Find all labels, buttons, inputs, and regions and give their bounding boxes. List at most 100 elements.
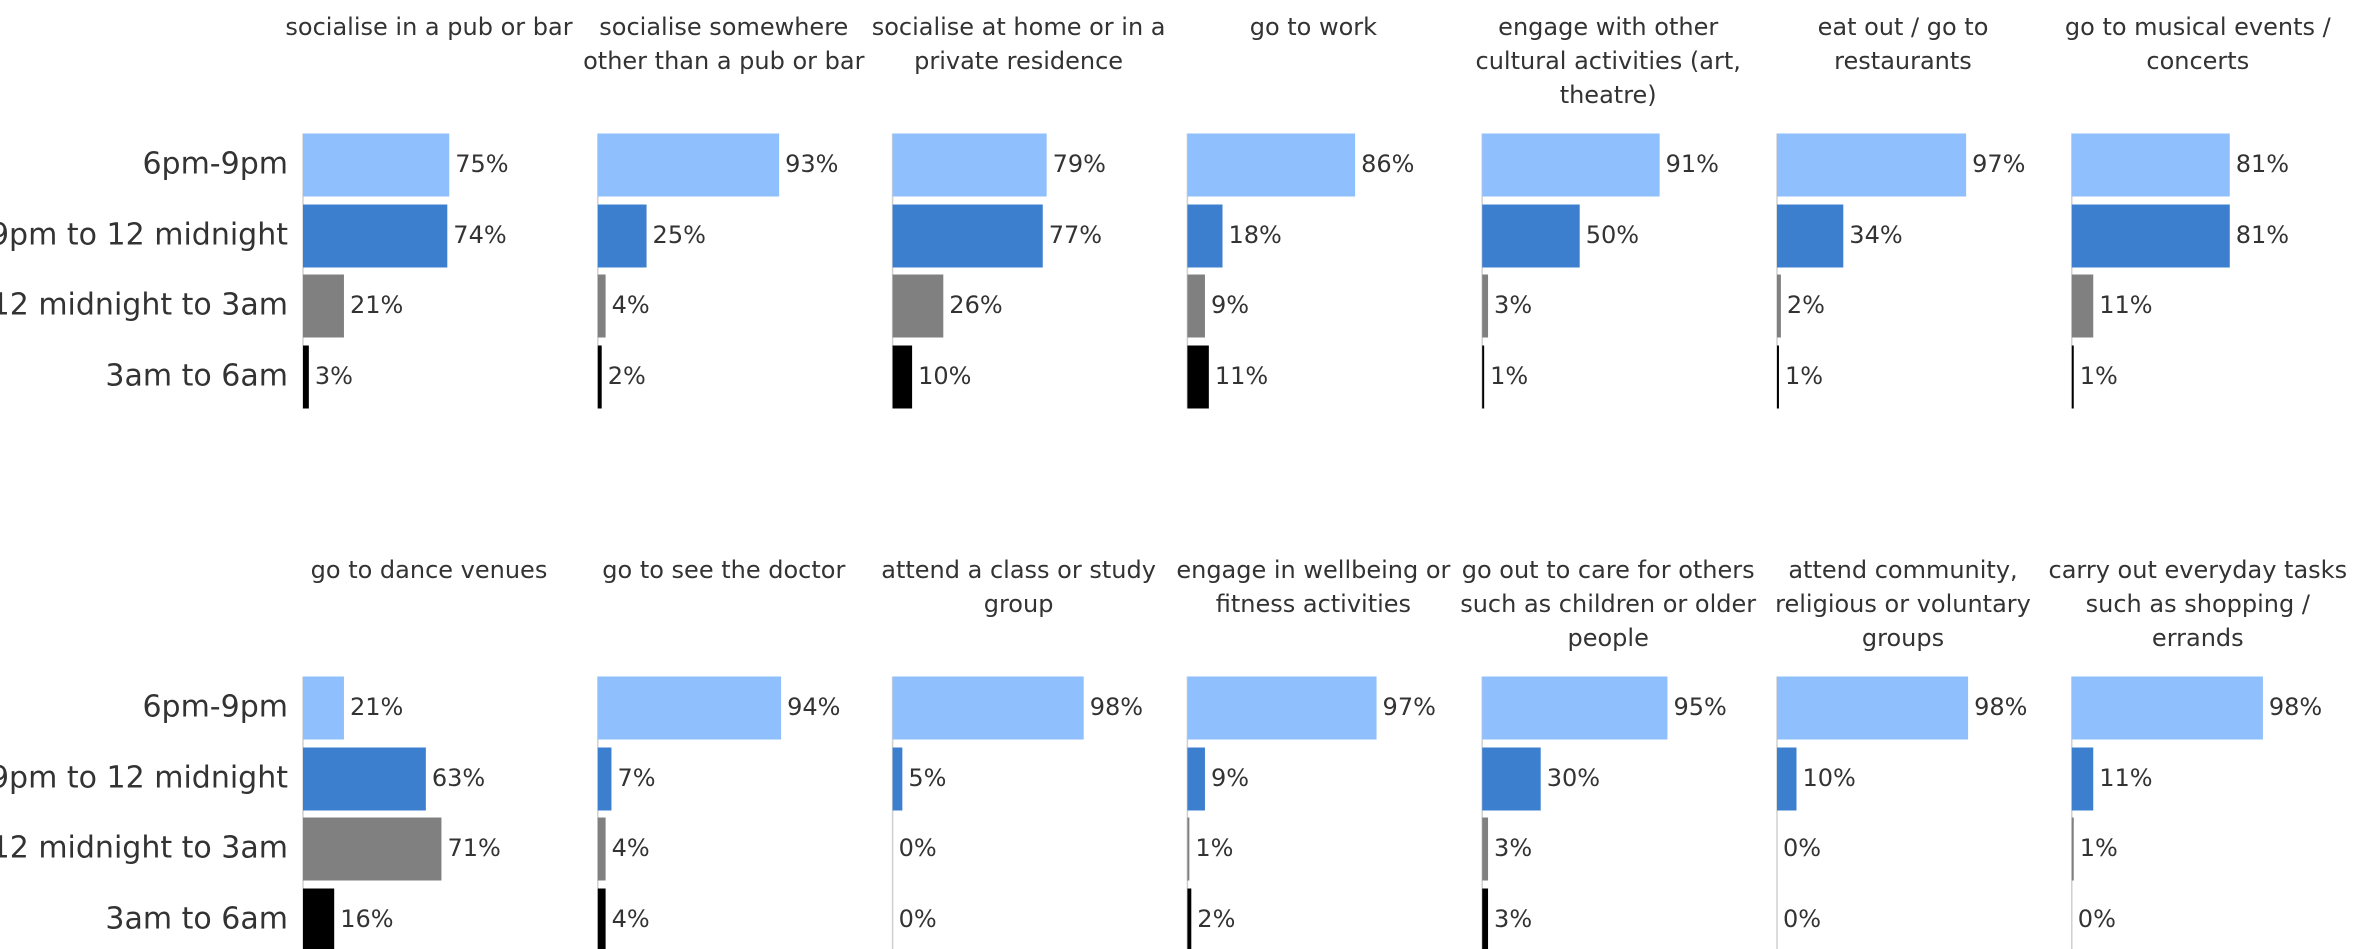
bar — [1777, 133, 1967, 197]
value-label: 1% — [1195, 834, 1233, 862]
bar — [892, 133, 1047, 197]
panel-title: socialise in a pub or bar — [285, 13, 573, 41]
bar — [597, 676, 782, 740]
bar — [1482, 676, 1668, 740]
value-label: 0% — [899, 834, 937, 862]
panel-title: attend community, religious or voluntary… — [1775, 556, 2031, 652]
value-label: 3% — [1494, 291, 1532, 319]
bar — [1187, 133, 1356, 197]
bar — [303, 817, 442, 881]
value-label: 5% — [908, 764, 946, 792]
bar — [892, 274, 944, 338]
value-label: 0% — [899, 905, 937, 933]
bar — [892, 204, 1043, 268]
value-label: 77% — [1049, 221, 1102, 249]
bar — [303, 888, 335, 949]
bar — [2071, 345, 2074, 409]
value-label: 2% — [608, 362, 646, 390]
bar — [597, 817, 606, 881]
bar — [1482, 274, 1489, 338]
bar — [2071, 274, 2094, 338]
value-label: 71% — [447, 834, 500, 862]
value-label: 4% — [612, 905, 650, 933]
bar — [1482, 345, 1485, 409]
bar — [1777, 204, 1844, 268]
value-label: 30% — [1547, 764, 1600, 792]
value-label: 1% — [2080, 362, 2118, 390]
value-label: 81% — [2236, 221, 2289, 249]
bar — [1187, 274, 1205, 338]
bar — [597, 345, 602, 409]
value-label: 4% — [612, 291, 650, 319]
category-label: 3am to 6am — [105, 902, 288, 937]
value-label: 98% — [1090, 693, 1143, 721]
bar — [1777, 747, 1797, 811]
bar — [2071, 133, 2230, 197]
value-label: 1% — [1490, 362, 1528, 390]
bar — [597, 747, 612, 811]
bar — [597, 133, 780, 197]
value-label: 0% — [1783, 905, 1821, 933]
panel-title: eat out / go to restaurants — [1817, 13, 1989, 75]
bar — [1187, 888, 1192, 949]
value-label: 11% — [2099, 764, 2152, 792]
bar — [892, 345, 913, 409]
bar — [303, 133, 450, 197]
bar — [1777, 274, 1781, 338]
panel-title: go to work — [1249, 13, 1378, 41]
panel-title: socialise at home or in a private reside… — [871, 13, 1166, 75]
value-label: 7% — [617, 764, 655, 792]
value-label: 11% — [2099, 291, 2152, 319]
bar — [1482, 888, 1489, 949]
value-label: 26% — [949, 291, 1002, 319]
panel-title: attend a class or study group — [881, 556, 1156, 618]
bar — [2071, 204, 2230, 268]
bar — [303, 676, 344, 740]
bar — [1482, 204, 1580, 268]
value-label: 4% — [612, 834, 650, 862]
bar — [1777, 676, 1969, 740]
bar — [1187, 817, 1190, 881]
value-label: 98% — [2269, 693, 2322, 721]
value-label: 75% — [455, 150, 508, 178]
value-label: 0% — [1783, 834, 1821, 862]
panel-title: engage with other cultural activities (a… — [1475, 13, 1741, 109]
value-label: 9% — [1211, 291, 1249, 319]
category-label: 6pm-9pm — [142, 147, 288, 182]
bar — [892, 676, 1084, 740]
bar — [1187, 345, 1209, 409]
bar — [1187, 747, 1205, 811]
value-label: 98% — [1974, 693, 2027, 721]
value-label: 9% — [1211, 764, 1249, 792]
bar — [303, 274, 344, 338]
bar — [1482, 817, 1489, 881]
bar — [2071, 676, 2263, 740]
category-label: 12 midnight to 3am — [0, 288, 288, 323]
value-label: 63% — [432, 764, 485, 792]
bar — [1482, 133, 1660, 197]
value-label: 94% — [787, 693, 840, 721]
value-label: 2% — [1197, 905, 1235, 933]
bar — [1777, 345, 1779, 409]
category-label: 12 midnight to 3am — [0, 831, 288, 866]
value-label: 86% — [1361, 150, 1414, 178]
panel-title: go to dance venues — [310, 556, 548, 584]
value-label: 79% — [1053, 150, 1106, 178]
value-label: 97% — [1972, 150, 2025, 178]
bar — [597, 274, 606, 338]
bar — [2071, 747, 2094, 811]
value-label: 95% — [1673, 693, 1726, 721]
value-label: 16% — [340, 905, 393, 933]
value-label: 1% — [2080, 834, 2118, 862]
value-label: 3% — [1494, 834, 1532, 862]
value-label: 1% — [1785, 362, 1823, 390]
panel-title: engage in wellbeing or fitness activitie… — [1176, 556, 1451, 618]
panel-title: go out to care for others such as childr… — [1460, 556, 1757, 652]
value-label: 81% — [2236, 150, 2289, 178]
panel-title: go to see the doctor — [602, 556, 846, 584]
bar — [1187, 676, 1377, 740]
panel-title: carry out everyday tasks such as shoppin… — [2048, 556, 2348, 652]
value-label: 10% — [1803, 764, 1856, 792]
value-label: 18% — [1229, 221, 1282, 249]
